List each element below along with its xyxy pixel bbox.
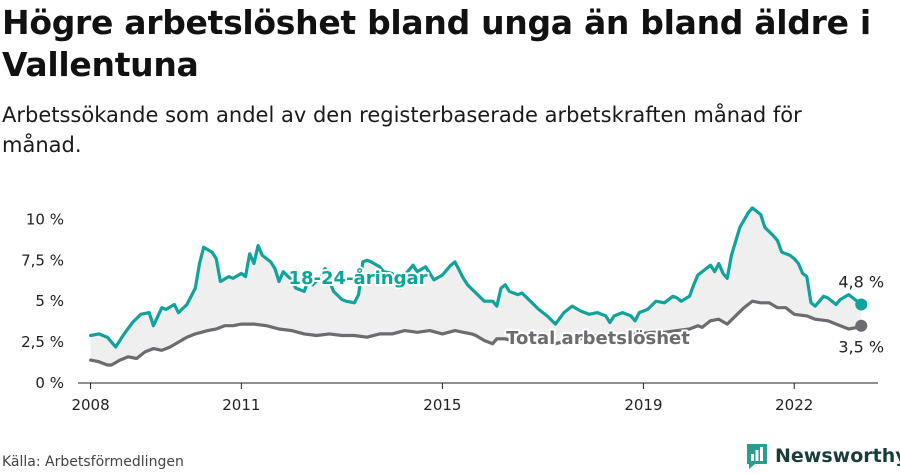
total-series-end-point [855,319,868,332]
bar-chart-icon [747,444,767,469]
x-tick-label: 2015 [423,396,461,414]
series-lines [89,206,868,367]
youth-series-end-point [855,298,868,311]
y-tick-label: 5 % [35,292,64,310]
total-series-line [89,299,863,367]
source-note: Källa: Arbetsförmedlingen [2,454,184,470]
total-end-value: 3,5 % [838,338,884,357]
brand-name: Newsworthy [775,445,900,467]
x-tick-label: 2019 [624,396,662,414]
y-tick-label: 2,5 % [21,333,64,351]
youth-end-value: 4,8 % [838,272,884,291]
youth-series-line [89,206,863,349]
chart-subtitle: Arbetssökande som andel av den registerb… [2,103,802,157]
x-tick-label: 2008 [71,396,109,414]
axes: 0 % 2,5 % 5 % 7,5 % 10 % 2008 2011 2015 2019 2022 [21,210,878,414]
brand-logo[interactable]: Newsworthy [745,441,900,471]
series-labels: 18-24-åringar Total arbetslöshet 4,8 % 3,5 … [287,265,887,359]
total-series-name: Total arbetslöshet [506,328,690,349]
x-tick-label: 2011 [222,396,260,414]
y-tick-label: 0 % [35,374,64,392]
y-tick-label: 7,5 % [21,251,64,269]
youth-series-name: 18-24-åringar [289,267,428,289]
y-tick-label: 10 % [26,210,64,228]
x-tick-label: 2022 [775,396,813,414]
range-band [90,208,862,365]
gap-area [90,208,862,365]
chart-title: Högre arbetslöshet bland unga än bland ä… [2,3,871,84]
